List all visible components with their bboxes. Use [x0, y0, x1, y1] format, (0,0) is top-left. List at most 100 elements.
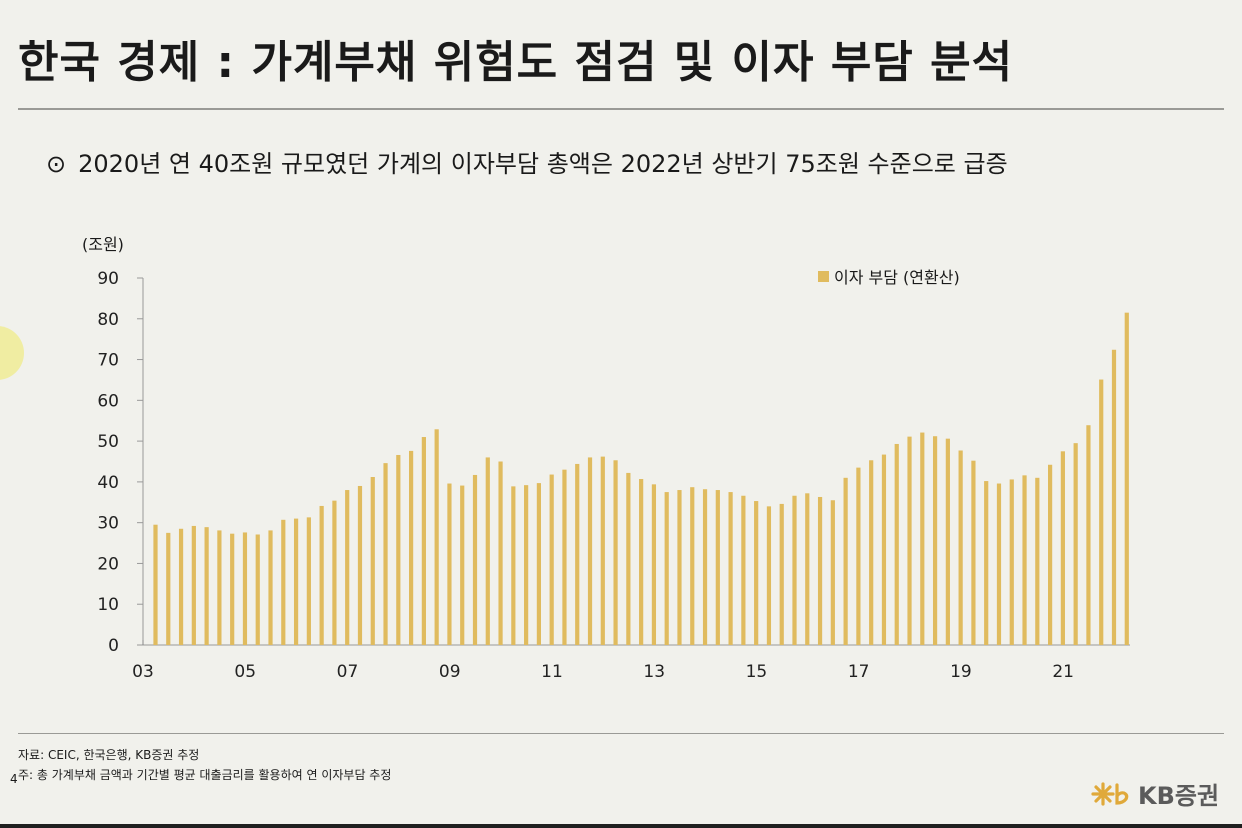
kb-logo: KB증권	[1090, 776, 1219, 811]
bar	[421, 437, 426, 645]
bar	[894, 443, 899, 645]
x-tick-label: 15	[746, 662, 768, 682]
bar	[1124, 312, 1129, 645]
y-tick-label: 90	[97, 269, 119, 289]
kb-star-icon	[1091, 781, 1129, 806]
bar	[230, 533, 235, 645]
bar	[881, 454, 887, 645]
bar	[255, 534, 260, 645]
bar	[396, 454, 401, 645]
bar	[306, 517, 311, 645]
bar	[754, 501, 759, 645]
bar	[1048, 464, 1053, 645]
bottom-bar	[0, 824, 1242, 828]
bar	[600, 456, 605, 645]
bar	[932, 436, 938, 645]
y-tick-label: 20	[97, 554, 119, 574]
bullet-icon: ⊙	[46, 150, 67, 178]
bar	[587, 457, 593, 645]
x-tick-label: 21	[1052, 662, 1074, 682]
bar	[498, 461, 503, 645]
bar	[984, 481, 989, 645]
bar	[332, 500, 337, 645]
bar	[562, 469, 567, 645]
y-tick-label: 60	[97, 391, 119, 411]
y-tick-label: 80	[97, 310, 119, 330]
bar	[536, 483, 541, 645]
y-tick-label: 10	[97, 595, 119, 615]
bar	[217, 530, 222, 645]
y-tick-label: 70	[97, 351, 119, 371]
bar	[191, 525, 196, 645]
bar	[1009, 479, 1014, 645]
bar	[805, 493, 810, 645]
bar	[370, 477, 375, 645]
page-number: 4	[10, 772, 18, 786]
bar	[741, 495, 746, 645]
x-tick-label: 19	[950, 662, 972, 682]
bar	[409, 450, 414, 645]
bar	[485, 457, 490, 645]
bar	[920, 432, 925, 645]
bar	[472, 474, 478, 645]
bar	[996, 483, 1002, 645]
bar	[779, 503, 784, 645]
bar	[830, 500, 835, 645]
x-tick-label: 17	[848, 662, 870, 682]
title-divider	[18, 108, 1224, 110]
bar	[1035, 477, 1040, 645]
bar	[651, 484, 657, 645]
footer-source: 자료: CEIC, 한국은행, KB증권 추정	[18, 748, 200, 762]
bar	[524, 485, 529, 645]
footer-divider	[18, 733, 1224, 734]
bar	[715, 490, 720, 645]
bar	[511, 486, 516, 645]
bar	[702, 489, 708, 645]
bar	[204, 527, 209, 645]
bar	[357, 485, 363, 645]
x-tick-label: 05	[234, 662, 256, 682]
bar	[460, 485, 465, 645]
bar	[907, 436, 912, 645]
bar	[1060, 451, 1065, 645]
y-tick-label: 0	[108, 636, 119, 656]
footer-note: 주: 총 가계부채 금액과 기간별 평균 대출금리를 활용하여 연 이자부담 추…	[18, 768, 392, 782]
bar	[447, 483, 452, 645]
bar	[293, 518, 299, 645]
bar	[639, 479, 644, 645]
logo-text: KB증권	[1138, 782, 1220, 810]
x-tick-label: 13	[643, 662, 665, 682]
bar	[345, 490, 350, 645]
bar	[817, 496, 823, 645]
x-tick-label: 07	[337, 662, 359, 682]
bar	[792, 495, 797, 645]
bar	[677, 490, 682, 645]
bar	[268, 530, 273, 645]
bar	[153, 524, 158, 645]
x-tick-label: 03	[132, 662, 154, 682]
bar	[1073, 443, 1078, 645]
bar	[166, 532, 171, 645]
bar	[1111, 349, 1117, 645]
x-tick-label: 09	[439, 662, 461, 682]
bar	[319, 505, 324, 645]
page-title: 한국 경제 : 가계부채 위험도 점검 및 이자 부담 분석	[18, 37, 1014, 88]
bar	[613, 460, 618, 645]
legend-label: 이자 부담 (연환산)	[834, 268, 960, 287]
y-tick-label: 50	[97, 432, 119, 452]
bar	[664, 492, 669, 645]
y-tick-label: 40	[97, 473, 119, 493]
bar	[945, 438, 950, 645]
bar	[958, 450, 963, 645]
bar	[869, 460, 874, 645]
bar	[549, 474, 554, 645]
bar	[383, 463, 388, 645]
bar	[1086, 425, 1091, 645]
bar	[626, 472, 631, 645]
y-tick-label: 30	[97, 514, 119, 534]
subtitle-text: 2020년 연 40조원 규모였던 가계의 이자부담 총액은 2022년 상반기…	[78, 150, 1008, 178]
legend-swatch	[818, 270, 829, 282]
bar	[971, 460, 976, 645]
bar	[766, 506, 772, 645]
bar	[242, 532, 248, 645]
